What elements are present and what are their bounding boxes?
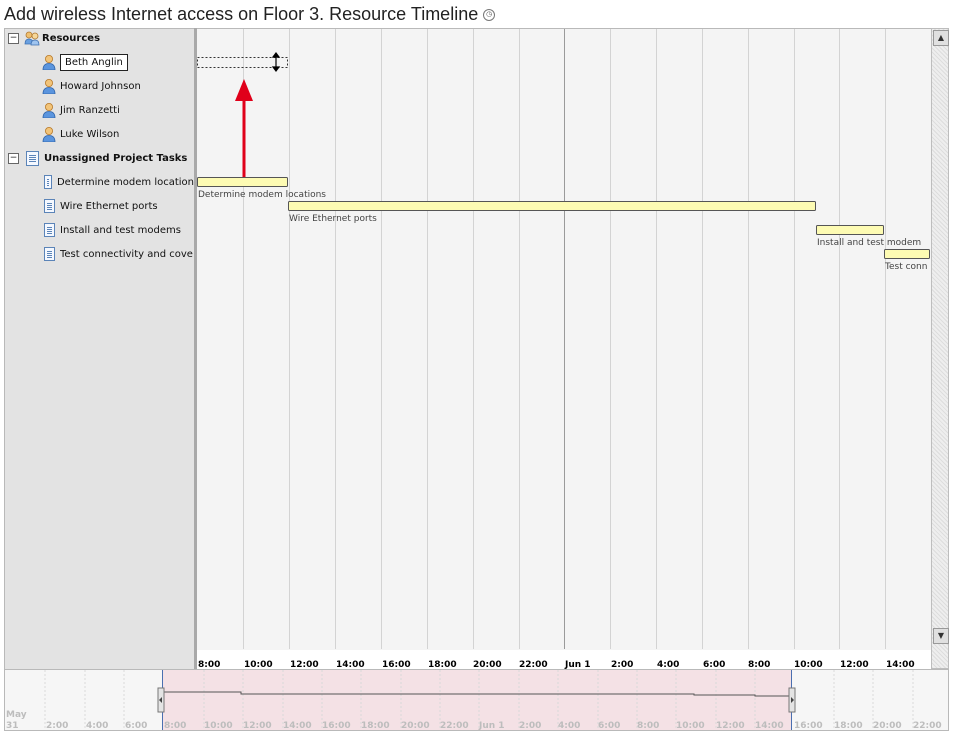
collapse-resources-toggle[interactable]: −	[8, 33, 19, 44]
hour-label: 10:00	[244, 660, 273, 670]
person-icon	[42, 103, 56, 118]
timeline-navigator[interactable]: May 31 2:00 4:00 6:00 8:00 10:00 12:00 1…	[4, 669, 949, 731]
tree-item-label: Determine modem location	[56, 176, 194, 188]
page-title-text: Add wireless Internet access on Floor 3.…	[4, 3, 479, 24]
history-icon[interactable]: ◷	[483, 9, 496, 21]
task-bar	[884, 249, 930, 259]
navigator-month-label: May	[6, 710, 27, 720]
resource-tree	[4, 28, 195, 671]
tree-item-label: Howard Johnson	[60, 80, 141, 92]
navigator-label: 2:00	[46, 721, 68, 731]
task-icon	[44, 223, 55, 237]
navigator-load-line	[162, 691, 791, 697]
person-icon	[42, 127, 56, 142]
task-bar	[197, 177, 288, 187]
timeline-canvas: Determine modem locations Wire Ethernet …	[197, 29, 931, 670]
task-group-icon	[26, 150, 39, 166]
navigator-label: 16:00	[322, 721, 351, 731]
tree-item-label: Wire Ethernet ports	[60, 200, 158, 212]
tree-item-task[interactable]: Determine modem location	[44, 172, 194, 192]
scroll-down-button[interactable]: ▼	[933, 628, 949, 644]
hour-label: 22:00	[519, 660, 548, 670]
scroll-up-button[interactable]: ▲	[933, 30, 949, 46]
navigator-label: 8:00	[637, 721, 659, 731]
tree-group-unassigned-tasks[interactable]: Unassigned Project Tasks	[26, 148, 187, 168]
navigator-label: 12:00	[243, 721, 272, 731]
navigator-label: 6:00	[598, 721, 620, 731]
drag-resize-outline	[197, 57, 288, 68]
tree-group-label: Unassigned Project Tasks	[44, 152, 188, 164]
tree-item-task[interactable]: Test connectivity and cove	[44, 244, 194, 264]
tree-item-label: Luke Wilson	[60, 128, 120, 140]
tree-item-beth-anglin[interactable]: Beth Anglin	[42, 52, 128, 72]
navigator-label: Jun 1	[478, 721, 505, 731]
navigator-label: 18:00	[361, 721, 390, 731]
navigator-label: 4:00	[86, 721, 108, 731]
person-icon	[42, 79, 56, 94]
hour-label: 12:00	[290, 660, 319, 670]
hour-label: Jun 1	[564, 660, 591, 670]
tree-item-label: Test connectivity and cove	[60, 248, 193, 260]
navigator-label: 10:00	[204, 721, 233, 731]
hour-label: 12:00	[840, 660, 869, 670]
annotation-arrow-icon	[235, 79, 253, 179]
hour-label: 8:00	[198, 660, 220, 670]
hour-label: 20:00	[473, 660, 502, 670]
navigator-label: 14:00	[755, 721, 784, 731]
person-icon	[42, 55, 56, 70]
tree-item-task[interactable]: Install and test modems	[44, 220, 194, 240]
navigator-label: 12:00	[716, 721, 745, 731]
navigator-selection	[162, 670, 792, 730]
tree-item-howard-johnson[interactable]: Howard Johnson	[42, 76, 141, 96]
navigator-label: 22:00	[913, 721, 942, 731]
navigator-label: 20:00	[401, 721, 430, 731]
resources-group-icon	[24, 31, 40, 46]
task-bar-label: Determine modem locations	[198, 190, 326, 200]
navigator-label: 22:00	[440, 721, 469, 731]
navigator-label: 18:00	[834, 721, 863, 731]
tree-item-task[interactable]: Wire Ethernet ports	[44, 196, 194, 216]
panel-splitter[interactable]	[194, 28, 197, 669]
task-icon	[44, 175, 52, 189]
navigator-label: 4:00	[558, 721, 580, 731]
task-bar	[288, 201, 816, 211]
navigator-label: 6:00	[125, 721, 147, 731]
navigator-label: 8:00	[164, 721, 186, 731]
tree-group-resources[interactable]: Resources	[24, 28, 100, 48]
hour-label: 4:00	[657, 660, 679, 670]
hour-label: 18:00	[428, 660, 457, 670]
navigator-label: 14:00	[283, 721, 312, 731]
hour-label: 14:00	[336, 660, 365, 670]
collapse-tasks-toggle[interactable]: −	[8, 153, 19, 164]
hour-label: 6:00	[703, 660, 725, 670]
timeline-grid[interactable]: Determine modem locations Wire Ethernet …	[197, 28, 931, 670]
hour-label: 10:00	[794, 660, 823, 670]
vertical-scrollbar[interactable]: ▲ ▼	[931, 28, 949, 669]
task-bar-label: Install and test modem	[817, 238, 921, 248]
hour-label: 14:00	[886, 660, 915, 670]
resize-cursor-icon	[271, 52, 281, 72]
page-title: Add wireless Internet access on Floor 3.…	[4, 3, 496, 25]
task-icon	[44, 247, 55, 261]
tree-item-jim-ranzetti[interactable]: Jim Ranzetti	[42, 100, 120, 120]
navigator-label: 16:00	[794, 721, 823, 731]
navigator-day-label: 31	[6, 721, 19, 731]
hour-label: 8:00	[748, 660, 770, 670]
hour-label: 16:00	[382, 660, 411, 670]
navigator-label: 20:00	[873, 721, 902, 731]
navigator-canvas: May 31 2:00 4:00 6:00 8:00 10:00 12:00 1…	[6, 670, 942, 731]
task-bar-label: Wire Ethernet ports	[289, 214, 377, 224]
task-bar-label: Test conn	[884, 262, 927, 272]
tree-item-luke-wilson[interactable]: Luke Wilson	[42, 124, 119, 144]
task-icon	[44, 199, 55, 213]
tree-group-label: Resources	[42, 32, 101, 44]
tree-item-label: Beth Anglin	[60, 53, 128, 71]
tree-item-label: Jim Ranzetti	[60, 104, 120, 116]
hour-label: 2:00	[611, 660, 633, 670]
navigator-label: 2:00	[519, 721, 541, 731]
navigator-label: 10:00	[676, 721, 705, 731]
task-bar	[816, 225, 884, 235]
tree-item-label: Install and test modems	[60, 224, 181, 236]
